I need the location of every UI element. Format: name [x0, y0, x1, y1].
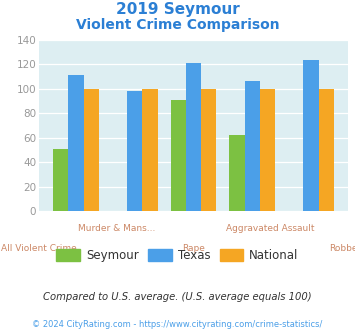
Text: © 2024 CityRating.com - https://www.cityrating.com/crime-statistics/: © 2024 CityRating.com - https://www.city…: [32, 320, 323, 329]
Bar: [84, 89, 99, 211]
Bar: [69, 75, 84, 211]
Text: 2019 Seymour: 2019 Seymour: [116, 2, 239, 16]
Bar: [229, 135, 245, 211]
Text: Violent Crime Comparison: Violent Crime Comparison: [76, 18, 279, 32]
Bar: [201, 89, 217, 211]
Text: Rape: Rape: [182, 244, 205, 253]
Legend: Seymour, Texas, National: Seymour, Texas, National: [52, 244, 303, 266]
Text: Robbery: Robbery: [329, 244, 355, 253]
Bar: [303, 60, 318, 211]
Bar: [245, 81, 260, 211]
Text: Aggravated Assault: Aggravated Assault: [226, 224, 315, 233]
Bar: [186, 63, 201, 211]
Text: All Violent Crime: All Violent Crime: [1, 244, 77, 253]
Text: Compared to U.S. average. (U.S. average equals 100): Compared to U.S. average. (U.S. average …: [43, 292, 312, 302]
Bar: [170, 100, 186, 211]
Bar: [260, 89, 275, 211]
Bar: [53, 149, 69, 211]
Bar: [318, 89, 334, 211]
Bar: [142, 89, 158, 211]
Text: Murder & Mans...: Murder & Mans...: [78, 224, 155, 233]
Bar: [127, 91, 142, 211]
